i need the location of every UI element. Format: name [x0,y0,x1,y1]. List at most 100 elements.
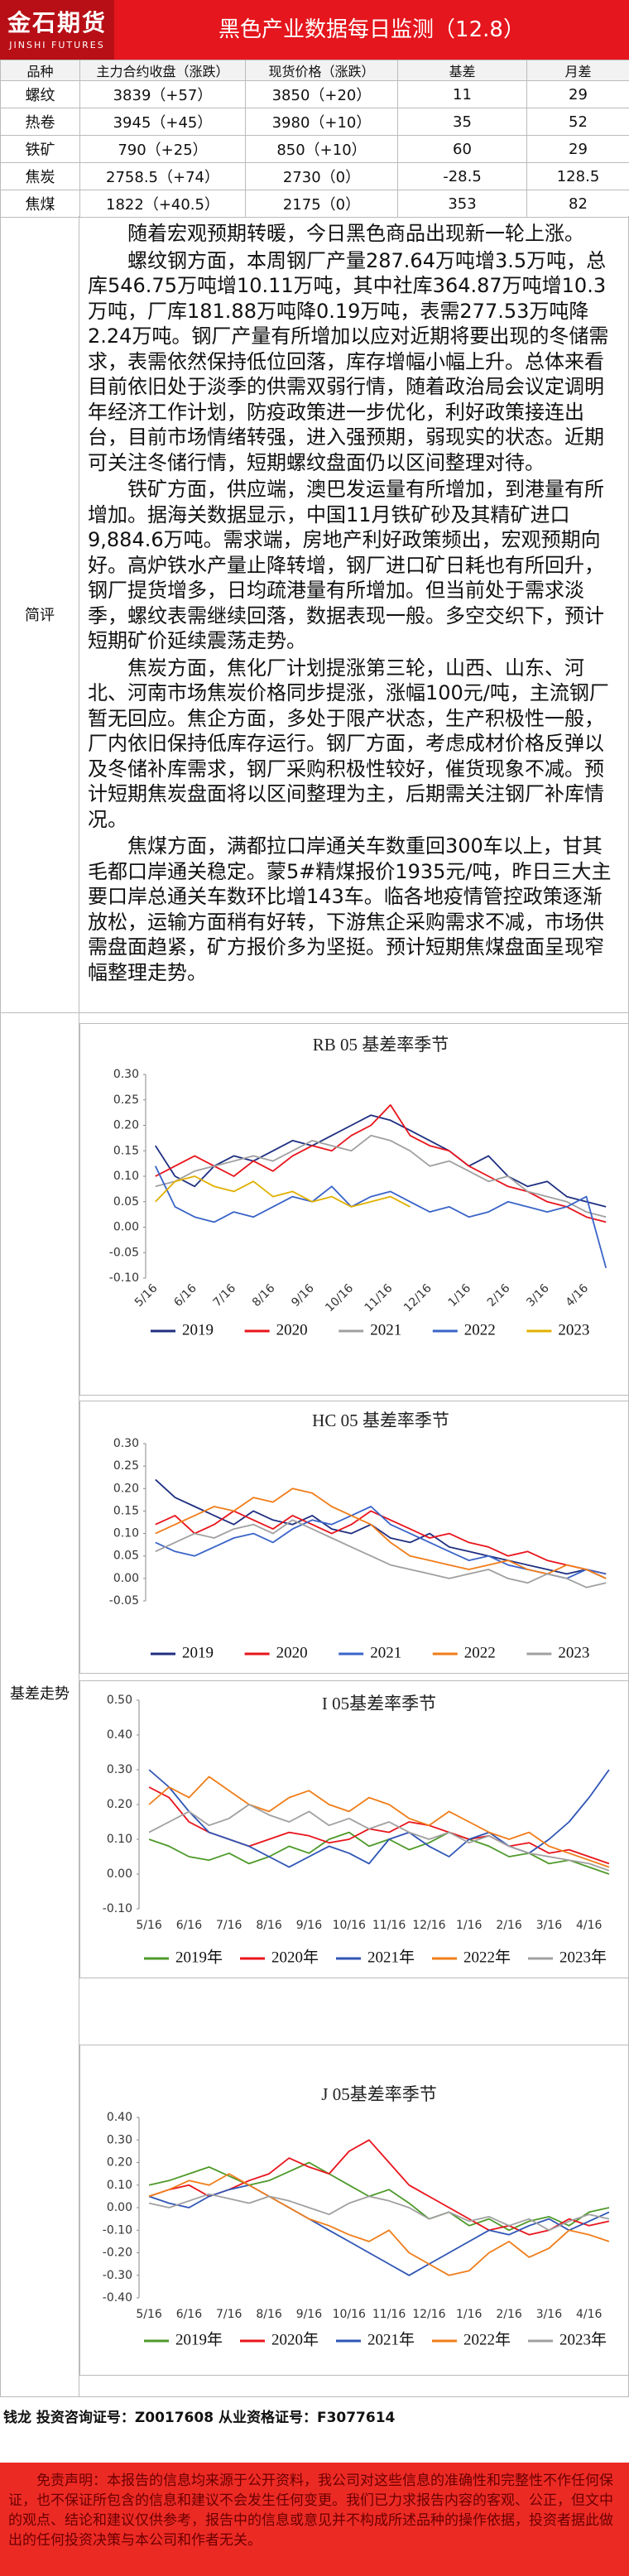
series-line [148,2184,610,2276]
x-tick-label: 12/16 [412,2308,445,2321]
table-cell: 29 [526,80,629,108]
x-tick-label: 10/16 [333,1919,366,1932]
review-paragraph: 随着宏观预期转暖，今日黑色商品出现新一轮上涨。 [127,222,584,245]
x-tick-label: 7/16 [211,1281,239,1310]
chart-frame [79,1401,629,1674]
y-tick-label: 0.30 [113,1068,139,1081]
review-paragraph: 焦炭方面，焦化厂计划提涨第三轮，山西、山东、河北、河南市场焦炭价格同步提涨，涨幅… [88,656,609,831]
series-line [148,1776,610,1868]
y-tick-label: -0.10 [109,1271,139,1285]
table-cell: 29 [526,135,629,163]
series-line [148,1804,610,1872]
price-table: 品种 主力合约收盘（涨跌） 现货价格（涨跌） 基差 月差 螺纹 3839（+57） 3850… [0,60,629,218]
table-row: 焦炭 2758.5（+74） 2730（0） -28.5 128.5 [0,162,629,190]
basis-label: 基差走势 [0,1013,79,2397]
column-header: 现货价格（涨跌） [245,60,398,81]
chart-title: J 05基差率季节 [321,2084,436,2104]
chart-title: RB 05 基差率季节 [313,1035,449,1055]
legend-label: 2019 [182,1644,214,1661]
y-tick-label: -0.10 [103,2223,132,2237]
x-tick-label: 11/16 [363,1281,396,1314]
x-tick-label: 1/16 [456,2308,483,2321]
y-tick-label: 0.20 [113,1119,139,1132]
chart-rb: RB 05 基差率季节 0.30 0.25 0.20 0.15 0.10 0.05 0.00 -… [79,1023,629,1396]
table-cell: 2175（0） [245,190,398,218]
table-body: 螺纹 3839（+57） 3850（+20） 11 29 热卷 3945（+45） 3980（… [0,80,629,218]
legend-label: 2021 [370,1321,401,1338]
y-tick-label: 0.20 [107,2156,132,2170]
table-cell: 35 [397,108,527,136]
logo-en: JINSHI FUTURES [9,40,105,50]
y-tick-label: 0.00 [107,1867,132,1881]
y-tick-label: 0.40 [107,2111,132,2124]
y-tick-label: 0.30 [113,1437,139,1450]
review-paragraph: 螺纹钢方面，本周钢厂产量287.64万吨增3.5万吨，总库546.75万吨增10… [88,248,609,474]
x-tick-label: 9/16 [289,1281,317,1310]
table-cell: 铁矿 [0,135,80,163]
series-line [155,1104,607,1223]
x-tick-label: 5/16 [136,1919,162,1932]
table-cell: 850（+10） [245,135,398,163]
analyst: 钱龙 投资咨询证号：Z0017608 从业资格证号：F3077614 [3,2410,396,2426]
x-tick-label: 6/16 [171,1281,199,1310]
x-tick-label: 3/16 [536,2308,563,2321]
table-cell: 3980（+10） [245,108,398,136]
legend-label: 2022年 [463,2330,511,2348]
x-tick-label: 9/16 [296,2308,323,2321]
x-tick-label: 1/16 [456,1919,483,1932]
x-tick-label: 6/16 [176,1919,203,1932]
y-tick-label: 0.50 [107,1694,132,1707]
x-tick-label: 11/16 [372,2308,406,2321]
y-tick-label: 0.10 [107,2179,132,2192]
y-tick-label: 0.40 [107,1728,132,1742]
series-line [155,1134,607,1218]
legend-label: 2019年 [175,1948,223,1966]
x-tick-label: 4/16 [576,2308,603,2321]
series-line [148,2193,610,2232]
x-tick-label: 8/16 [256,2308,282,2321]
y-tick-label: -0.05 [109,1246,139,1259]
series-line [148,2173,610,2276]
table-cell: 焦煤 [0,190,80,218]
y-tick-label: -0.40 [103,2291,132,2304]
chart-title: HC 05 基差率季节 [312,1411,449,1430]
x-tick-label: 11/16 [372,1919,406,1932]
series-line [148,1831,610,1875]
x-tick-label: 7/16 [216,2308,242,2321]
table-cell: 螺纹 [0,80,80,108]
y-tick-label: -0.05 [109,1594,139,1608]
y-tick-label: -0.20 [103,2247,132,2260]
table-cell: 3850（+20） [245,80,398,108]
x-tick-label: 10/16 [323,1281,356,1314]
chart-hc: HC 05 基差率季节 0.30 0.25 0.20 0.15 0.10 0.05 0.00 -… [79,1401,629,1674]
series-line [155,1175,411,1208]
table-cell: 790（+25） [79,135,246,163]
x-tick-label: 7/16 [216,1919,242,1932]
legend-label: 2023 [558,1644,589,1661]
y-tick-label: 0.00 [113,1572,139,1585]
table-header: 品种 主力合约收盘（涨跌） 现货价格（涨跌） 基差 月差 [0,60,629,81]
x-tick-label: 12/16 [401,1281,435,1314]
y-tick-label: 0.10 [113,1170,139,1183]
chart-frame [79,1023,629,1396]
report-title: 黑色产业数据每日监测（12.8） [218,17,525,42]
column-header: 主力合约收盘（涨跌） [79,60,246,81]
y-tick-label: 0.10 [107,1833,132,1846]
chart-j: J 05基差率季节 0.40 0.30 0.20 0.10 0.00 -0.10 -0.20 -… [79,2045,629,2376]
series-line [148,1769,610,1868]
legend-label: 2020 [276,1644,308,1661]
series-line [155,1478,607,1579]
legend-label: 2022 [464,1644,496,1661]
legend-label: 2022年 [463,1948,511,1966]
legend-label: 2019年 [175,2330,223,2348]
x-tick-label: 1/16 [446,1281,474,1310]
series-line [148,2139,610,2236]
y-tick-label: 0.25 [113,1459,139,1473]
y-tick-label: 0.15 [113,1144,139,1157]
y-tick-label: 0.05 [113,1550,139,1563]
table-cell: 11 [397,80,527,108]
column-header: 月差 [526,60,629,81]
legend-label: 2020年 [271,1948,319,1966]
review-paragraph: 铁矿方面，供应端，澳巴发运量有所增加，到港量有所增加。据海关数据显示，中国11月… [88,478,604,652]
x-tick-label: 12/16 [412,1919,445,1932]
